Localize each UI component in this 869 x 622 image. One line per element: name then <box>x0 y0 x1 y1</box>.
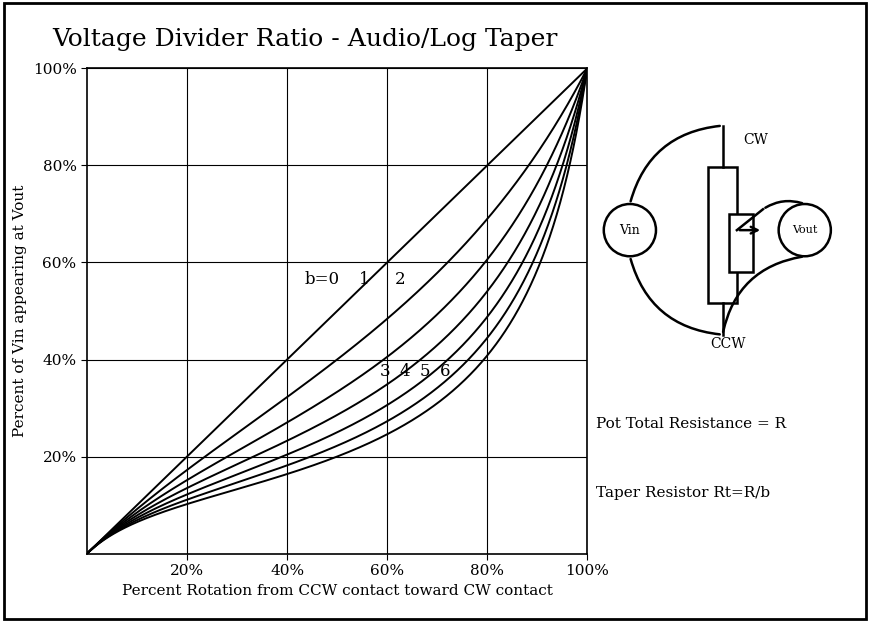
Text: 5: 5 <box>419 363 429 380</box>
Text: 6: 6 <box>439 363 449 380</box>
Text: Vout: Vout <box>791 225 817 235</box>
Text: CW: CW <box>743 134 767 147</box>
Text: Pot Total Resistance = R: Pot Total Resistance = R <box>595 417 786 431</box>
Text: Taper Resistor Rt=R/b: Taper Resistor Rt=R/b <box>595 486 769 501</box>
Circle shape <box>603 204 655 256</box>
Y-axis label: Percent of Vin appearing at Vout: Percent of Vin appearing at Vout <box>13 185 27 437</box>
Bar <box>728 215 752 272</box>
Text: 4: 4 <box>399 363 409 380</box>
Text: 2: 2 <box>394 271 404 288</box>
Text: Vin: Vin <box>619 224 640 236</box>
Text: CCW: CCW <box>709 337 745 351</box>
Text: 3: 3 <box>379 363 389 380</box>
Text: b=0: b=0 <box>304 271 339 288</box>
Text: Voltage Divider Ratio - Audio/Log Taper: Voltage Divider Ratio - Audio/Log Taper <box>52 28 556 51</box>
Text: 1: 1 <box>359 271 369 288</box>
Circle shape <box>778 204 830 256</box>
X-axis label: Percent Rotation from CCW contact toward CW contact: Percent Rotation from CCW contact toward… <box>122 583 552 598</box>
Bar <box>707 167 736 304</box>
